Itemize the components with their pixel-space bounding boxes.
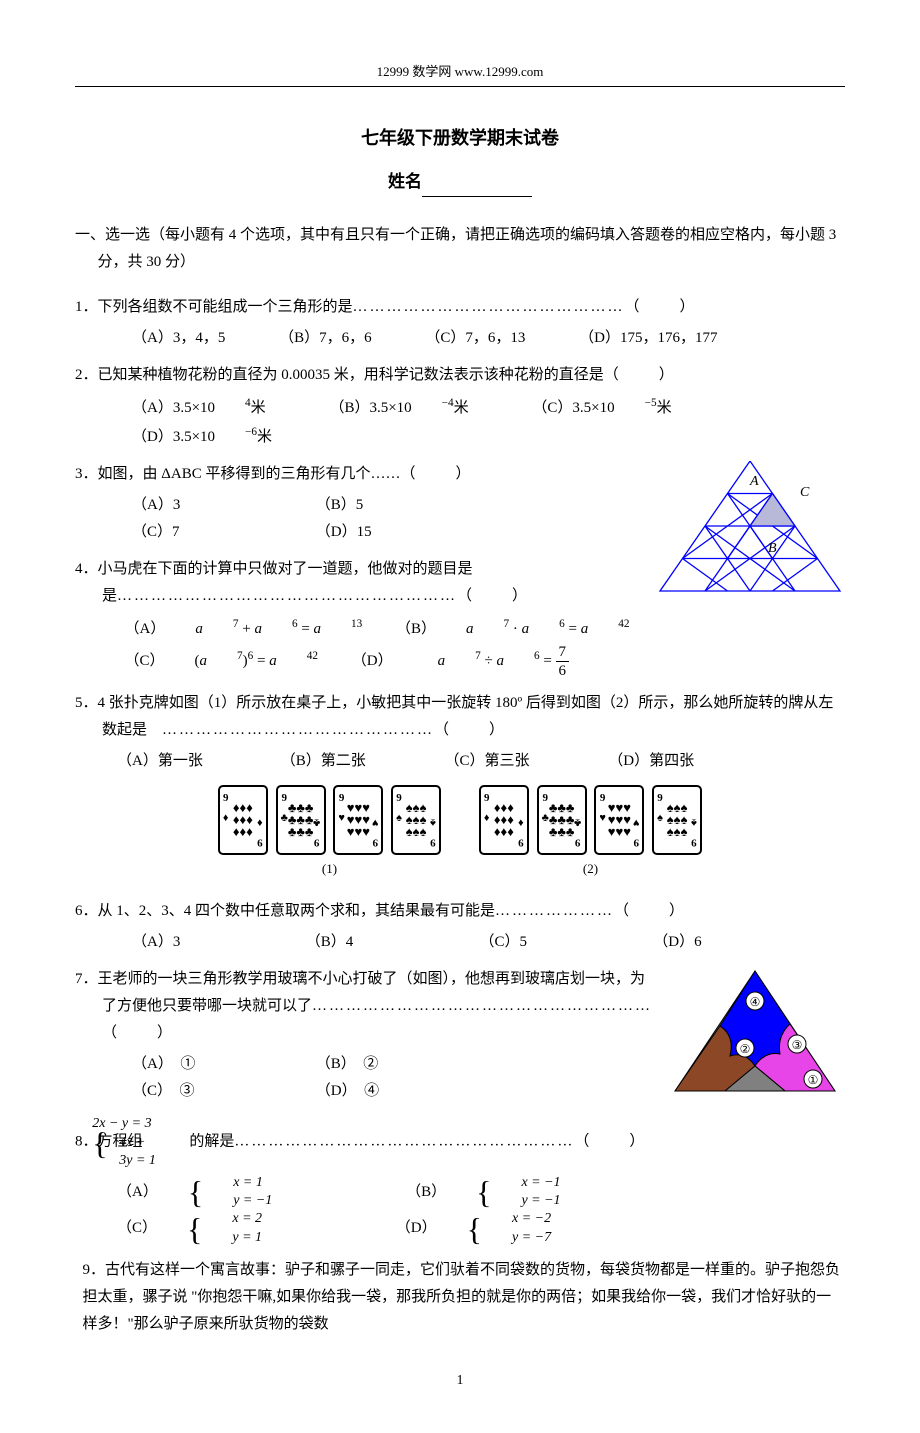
q9-text: 9．古代有这样一个寓言故事：驴子和骡子一同走，它们驮着不同袋数的货物，每袋货物都… [83, 1262, 841, 1332]
q8-opt-a: （A）{x = 1y = −1 [117, 1174, 362, 1210]
q8-opt-b: （B）{x = −1y = −1 [406, 1174, 650, 1210]
q2-opt-a: （A）3.5×104 米 [132, 393, 296, 422]
q5-opt-d: （D）第四张 [608, 748, 694, 775]
question-3: 3．如图，由 ΔABC 平移得到的三角形有几个……（） （A）3 （B）5 （C… [75, 461, 845, 546]
q1-stem: 1．下列各组数不可能组成一个三角形的是 [75, 299, 353, 315]
q4-opt-a: （A）a7 + a6 = a13 [125, 614, 363, 643]
q7-opt-b: （B） ② [316, 1051, 379, 1078]
q8-options: （A）{x = 1y = −1 （B）{x = −1y = −1 （C）{x =… [102, 1174, 845, 1247]
q2-opt-b: （B）3.5×10−4 米 [329, 393, 498, 422]
card-group-1: 9♦♦♦♦♦♦♦♦♦♦9♦ 9♣♣♣♣♣♣♣♣♣♣9♣ 9♥♥♥♥♥♥♥♥♥♥9… [216, 785, 443, 880]
q6-options: （A）3 （B）4 （C）5 （D）6 [102, 929, 845, 956]
q6-opt-c: （C）5 [480, 929, 620, 956]
card-heart-9-b: 9♥♥♥♥♥♥♥♥♥♥9♥ [594, 785, 644, 855]
card-club-9-b: 9♣♣♣♣♣♣♣♣♣♣9♣ [537, 785, 587, 855]
q8-opt-c: （C）{x = 2y = 1 [117, 1210, 352, 1246]
card-spade-9-b: 9♠♠♠♠♠♠♠♠♠♠9♠ [652, 785, 702, 855]
q8-stem-post: 的解是 [189, 1134, 234, 1150]
card-heart-9: 9♥♥♥♥♥♥♥♥♥♥9♥ [333, 785, 383, 855]
q1-opt-a: （A）3，4，5 [132, 325, 225, 352]
question-5: 5．4 张扑克牌如图（1）所示放在桌子上，小敏把其中一张旋转 180º 后得到如… [75, 690, 845, 775]
card-club-9: 9♣♣♣♣♣♣♣♣♣♣9♣ [276, 785, 326, 855]
name-label: 姓名 [388, 172, 422, 191]
card-diamond-9-b: 9♦♦♦♦♦♦♦♦♦♦9♦ [479, 785, 529, 855]
document-title: 七年级下册数学期末试卷 [75, 122, 845, 154]
q2-opt-c: （C）3.5×10−5 米 [532, 393, 701, 422]
question-1: 1．下列各组数不可能组成一个三角形的是…………………………………………（） （A… [75, 294, 845, 352]
question-2: 2．已知某种植物花粉的直径为 0.00035 米，用科学记数法表示该种花粉的直径… [75, 362, 845, 451]
card-diamond-9: 9♦♦♦♦♦♦♦♦♦♦9♦ [218, 785, 268, 855]
q2-stem: 2．已知某种植物花粉的直径为 0.00035 米，用科学记数法表示该种花粉的直径… [75, 367, 619, 383]
q6-opt-d: （D）6 [653, 929, 701, 956]
card-fig2-label: (2) [477, 857, 704, 880]
q5-opt-b: （B）第二张 [281, 748, 411, 775]
q7-opt-c: （C） ③ [132, 1078, 282, 1105]
question-4: 4．小马虎在下面的计算中只做对了一道题，他做对的题目是 是……………………………… [75, 556, 845, 680]
q4-options: （A）a7 + a6 = a13 （B）a7 · a6 = a42 （C）(a7… [102, 614, 845, 680]
q6-opt-b: （B）4 [306, 929, 446, 956]
q1-opt-c: （C）7，6，13 [425, 325, 525, 352]
q6-stem: 6．从 1、2、3、4 四个数中任意取两个求和，其结果最有可能是 [75, 903, 495, 919]
question-8: 8．方程组 {2x − y = 34x + 3y = 1 的解是……………………… [75, 1115, 845, 1246]
q5-opt-a: （A）第一张 [117, 748, 247, 775]
q4-opt-c: （C）(a7)6 = a42 [125, 646, 318, 675]
q3-options: （A）3 （B）5 （C）7 （D）15 [102, 492, 845, 546]
card-spade-9: 9♠♠♠♠♠♠♠♠♠♠9♠ [391, 785, 441, 855]
q8-system: {2x − y = 34x + 3y = 1 [146, 1115, 185, 1170]
q5-options: （A）第一张 （B）第二张 （C）第三张 （D）第四张 [102, 748, 845, 775]
header-bar: 12999 数学网 www.12999.com [75, 60, 845, 87]
q1-options: （A）3，4，5 （B）7，6，6 （C）7，6，13 （D）175，176，1… [102, 325, 845, 352]
card-fig1-label: (1) [216, 857, 443, 880]
q2-opt-d: （D）3.5×10−6 米 [132, 422, 302, 451]
name-field-line: 姓名 [75, 167, 845, 198]
q6-opt-a: （A）3 [132, 929, 272, 956]
q3-opt-d: （D）15 [316, 519, 372, 546]
q3-stem: 3．如图，由 ΔABC 平移得到的三角形有几个……（ [75, 466, 416, 482]
q7-options: （A） ① （B） ② （C） ③ （D） ④ [102, 1051, 845, 1105]
q1-opt-b: （B）7，6，6 [279, 325, 372, 352]
q1-opt-d: （D）175，176，177 [579, 325, 717, 352]
q7-opt-a: （A） ① [132, 1051, 282, 1078]
name-blank [422, 179, 532, 197]
q8-opt-d: （D）{x = −2y = −7 [396, 1210, 641, 1246]
q5-opt-c: （C）第三张 [445, 748, 575, 775]
question-6: 6．从 1、2、3、4 四个数中任意取两个求和，其结果最有可能是…………………（… [75, 898, 845, 956]
q4-stem: 4．小马虎在下面的计算中只做对了一道题，他做对的题目是 [75, 561, 473, 577]
question-7: 7．王老师的一块三角形教学用玻璃不小心打破了（如图），他想再到玻璃店划一块，为了… [75, 966, 845, 1105]
q3-opt-b: （B）5 [316, 492, 364, 519]
page-number: 1 [75, 1368, 845, 1393]
card-group-2: 9♦♦♦♦♦♦♦♦♦♦9♦ 9♣♣♣♣♣♣♣♣♣♣9♣ 9♥♥♥♥♥♥♥♥♥♥9… [477, 785, 704, 880]
q2-options: （A）3.5×104 米 （B）3.5×10−4 米 （C）3.5×10−5 米… [102, 393, 845, 451]
cards-figure: 9♦♦♦♦♦♦♦♦♦♦9♦ 9♣♣♣♣♣♣♣♣♣♣9♣ 9♥♥♥♥♥♥♥♥♥♥9… [75, 785, 845, 883]
q3-opt-a: （A）3 [132, 492, 282, 519]
q4-opt-b: （B）a7 · a6 = a42 [396, 614, 629, 643]
q2-tail: ） [659, 367, 674, 383]
q4-opt-d: （D） a7 ÷ a6 = 76 [352, 643, 629, 680]
section-1-intro: 一、选一选（每小题有 4 个选项，其中有且只有一个正确，请把正确选项的编码填入答… [75, 222, 845, 276]
question-9: 9．古代有这样一个寓言故事：驴子和骡子一同走，它们驮着不同袋数的货物，每袋货物都… [75, 1257, 845, 1338]
q3-opt-c: （C）7 [132, 519, 282, 546]
q7-opt-d: （D） ④ [316, 1078, 379, 1105]
